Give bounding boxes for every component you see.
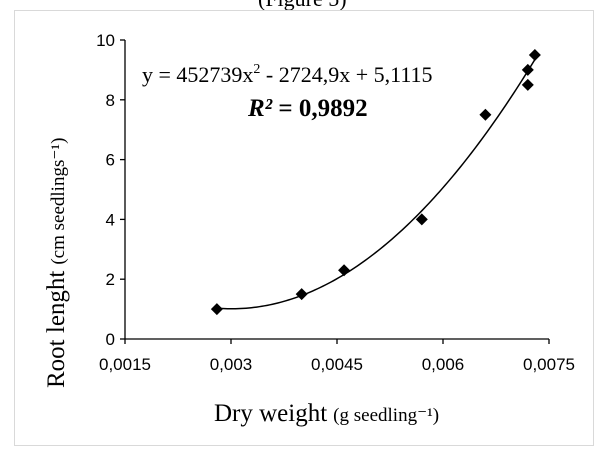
x-tick-label: 0,0045 (311, 355, 363, 374)
r-squared-label: R² = 0,9892 (247, 95, 368, 122)
data-point (479, 108, 492, 121)
tick-labels: 0 2 4 6 8 10 0,0015 0,003 0,0045 0,006 0,0075 (96, 31, 575, 374)
caption-fragment: (Figure 5) (0, 0, 602, 20)
data-point (210, 303, 223, 316)
y-tick-label: 4 (106, 210, 115, 229)
data-point (338, 264, 351, 277)
caption-text: (Figure 5) (258, 0, 347, 12)
data-point (521, 78, 534, 91)
data-point (295, 288, 308, 301)
x-axis-label: Dry weight (g seedling⁻¹) (214, 400, 439, 427)
trendline-equation: y = 452739x2 - 2724,9x + 5,1115 (142, 62, 433, 87)
y-axis-label: Root lenght(cm seedlings⁻¹) (43, 138, 70, 388)
y-tick-label: 0 (106, 330, 115, 349)
data-point (528, 48, 541, 61)
x-tick-label: 0,0015 (99, 355, 151, 374)
data-point (415, 213, 428, 226)
x-tick-label: 0,0075 (523, 355, 575, 374)
x-tick-label: 0,006 (422, 355, 465, 374)
data-point (521, 63, 534, 76)
trendline (216, 59, 536, 310)
y-tick-label: 6 (106, 151, 115, 170)
chart-axes (120, 39, 550, 344)
chart-frame (14, 10, 594, 446)
data-points (210, 48, 541, 316)
y-tick-label: 8 (106, 91, 115, 110)
y-tick-label: 2 (106, 270, 115, 289)
x-tick-label: 0,003 (210, 355, 253, 374)
y-tick-label: 10 (96, 31, 115, 50)
